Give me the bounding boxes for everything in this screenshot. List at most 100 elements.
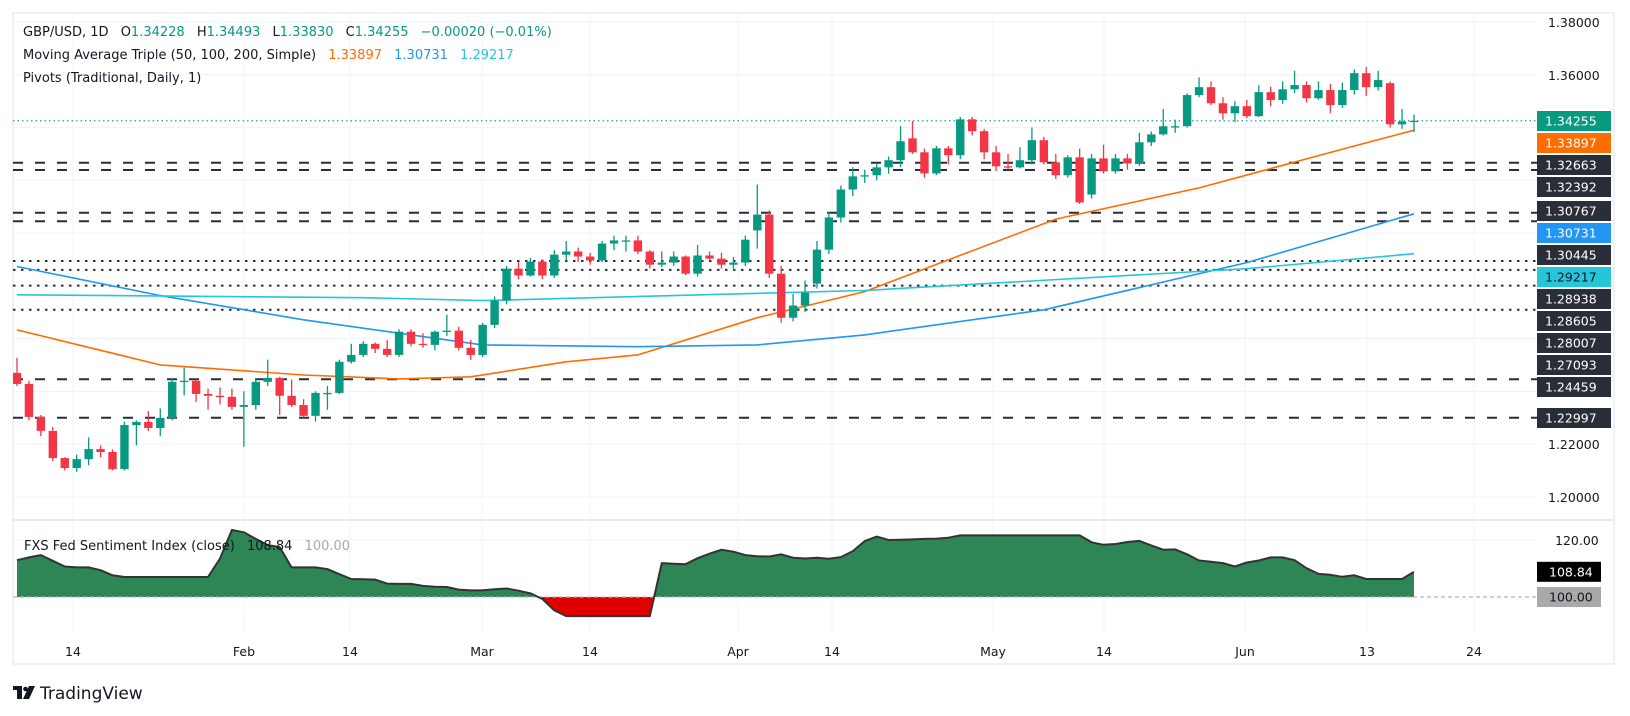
time-axis-label: 14 [824,644,840,659]
candle-body [681,256,690,274]
ma100-line [16,213,1415,348]
candle [1350,69,1359,95]
price-tag-box [1537,377,1611,397]
candle [60,457,69,471]
candle-body [657,262,666,265]
price-tag-label: 1.32392 [1545,180,1597,195]
candle [203,388,213,410]
price-tag: 1.22997 [1537,408,1611,428]
candle-body [478,324,487,355]
candle-body [120,425,129,470]
candle [836,185,846,223]
candle [311,391,320,422]
candle [323,386,332,410]
sentiment-title: FXS Fed Sentiment Index (close) [24,539,235,554]
candle [1278,81,1287,104]
candle-body [60,458,69,469]
price-tag-label: 1.28938 [1545,292,1597,307]
tradingview-logo[interactable]: TradingView [13,684,143,704]
candle-body [1218,103,1228,114]
sentiment-legend[interactable]: FXS Fed Sentiment Index (close) 108.84 1… [24,539,350,554]
candle-body [251,381,260,406]
candle [968,116,977,136]
ma-title: Moving Average Triple (50, 100, 200, Sim… [23,48,316,63]
candle [729,256,738,270]
tradingview-logo-icon [13,686,35,699]
candle [394,329,404,358]
price-tag: 1.33897 [1537,133,1611,153]
symbol-legend[interactable]: GBP/USD, 1D O1.34228 H1.34493 L1.33830 C… [23,25,552,40]
low-value: 1.33830 [280,25,334,40]
candle [550,250,559,278]
candle-body [824,217,834,250]
candle-body [132,421,141,426]
candle-body [179,380,189,383]
candle [1326,83,1335,114]
candle-body [765,214,774,274]
price-tags: 1.34255 1.33897 1.32663 1.32392 1.30767 1.307… [1537,111,1611,607]
price-axis[interactable]: 1.38000 1.36000 1.22000 1.20000 120.00 [1548,15,1600,548]
candle-body [968,119,977,132]
candle [1003,153,1013,170]
candle-body [573,251,583,257]
candle [562,240,571,261]
candle [1159,109,1168,136]
candle [156,408,165,437]
candle-body [1230,106,1240,114]
candle-body [860,175,869,177]
price-tag: 1.28605 [1537,311,1611,331]
candle [860,169,869,183]
sentiment-base: 100.00 [305,539,351,554]
time-axis[interactable]: 14 Feb 14 Mar 14 Apr 14 May 14 Jun 13 24 [65,644,1482,659]
price-tag-label: 1.30731 [1545,226,1597,241]
ma-legend[interactable]: Moving Average Triple (50, 100, 200, Sim… [23,48,514,63]
candle-body [514,268,523,276]
candle-body [896,141,905,161]
candle-body [1051,162,1060,176]
sentiment-tag-box [1537,587,1601,607]
candle-body [1027,140,1037,161]
candle [1015,147,1025,169]
candle [788,293,798,322]
candle [1302,81,1311,103]
candle-body [239,405,249,407]
sentiment-value: 108.84 [247,539,293,554]
candle-body [156,417,165,428]
candle-body [800,292,810,306]
candle [132,420,141,446]
sentiment-tag: 108.84 [1537,561,1601,582]
candle [681,255,690,276]
candle-body [1326,90,1335,106]
candle [753,184,762,249]
candle [24,380,34,421]
candle-body [406,331,416,344]
candle-body [932,148,941,174]
candle-body [645,251,655,265]
price-tag-label: 1.30445 [1545,248,1597,263]
candle [1182,93,1192,128]
pivots-legend[interactable]: Pivots (Traditional, Daily, 1) [23,71,201,86]
price-tag-box [1537,267,1611,287]
price-tag-label: 1.22997 [1545,411,1597,426]
candle [96,445,105,458]
price-tag-label: 1.34255 [1545,114,1597,129]
candle-body [430,331,440,345]
candles [13,66,1419,472]
candle-body [920,152,929,174]
price-tag-box [1537,201,1611,221]
candle [502,266,511,305]
candle [944,145,953,165]
candle [335,359,344,394]
candle [191,379,201,402]
candle-body [1063,157,1072,176]
candle [1362,66,1371,96]
candle [371,342,380,354]
candle [776,266,786,323]
candle-body [454,330,463,348]
candle-body [669,256,678,263]
candle-body [812,249,822,284]
candle-body [96,449,105,452]
candle-body [1278,89,1287,101]
candle [382,339,392,358]
